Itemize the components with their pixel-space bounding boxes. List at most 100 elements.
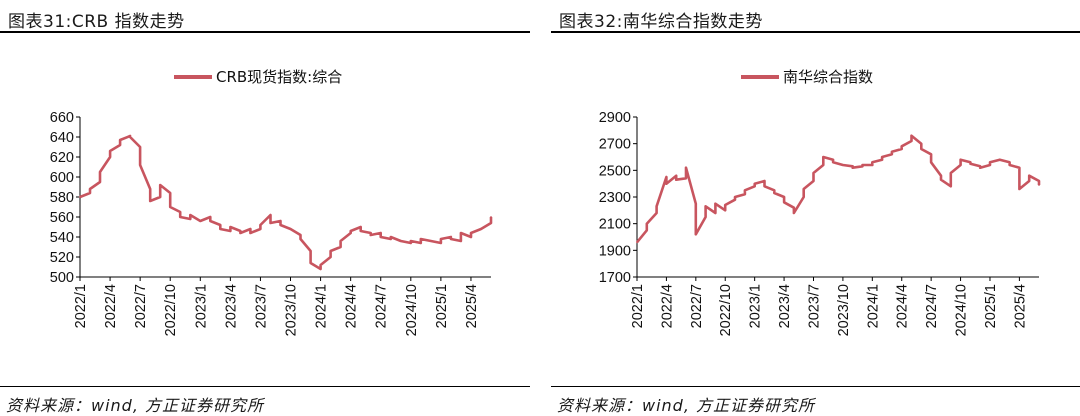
data-point (490, 216, 492, 218)
data-point (189, 214, 192, 216)
data-point (675, 174, 678, 177)
data-point (694, 202, 697, 205)
y-tick-label: 500 (50, 270, 74, 286)
data-point (704, 205, 707, 208)
data-point (793, 212, 795, 214)
data-point (289, 228, 292, 230)
data-point (940, 178, 942, 181)
data-point (319, 268, 322, 270)
data-point (949, 172, 952, 174)
data-point (339, 246, 342, 248)
data-point (209, 220, 212, 222)
data-point (900, 148, 903, 150)
x-tick-label: 2023/4 (223, 284, 239, 328)
data-point (734, 198, 736, 201)
x-tick-label: 2024/1 (314, 284, 330, 328)
data-point (319, 264, 322, 266)
data-point (149, 188, 152, 190)
nanhua-line-chart: 南华综合指数 1700 1900 2100 2300 2500 2700 2900 2022/1… (599, 68, 1041, 336)
x-tick-label: 2023/10 (284, 284, 300, 336)
data-point (199, 220, 202, 222)
data-point (430, 240, 432, 242)
y-tick-label: 600 (50, 170, 74, 186)
title-rule (551, 31, 1080, 33)
x-tick-label: 2023/7 (253, 284, 269, 328)
data-point (949, 185, 952, 188)
data-point (832, 161, 834, 164)
data-point (930, 153, 932, 156)
data-point (329, 250, 332, 252)
data-point (269, 214, 272, 216)
source-rule (551, 386, 1080, 387)
y-tick-label: 520 (50, 250, 74, 266)
data-point (1008, 161, 1011, 164)
x-tick-label: 2023/1 (748, 284, 764, 328)
y-tick-label: 2700 (599, 137, 631, 153)
data-point (793, 206, 795, 209)
y-tick-label: 2500 (599, 163, 631, 179)
data-point (773, 189, 776, 192)
data-point (1038, 180, 1040, 182)
data-point (349, 230, 352, 232)
data-point (229, 230, 232, 232)
data-point (636, 241, 638, 244)
data-point (179, 211, 182, 213)
data-point (969, 162, 972, 165)
y-tick-label: 1700 (599, 270, 631, 286)
data-point (773, 192, 776, 194)
data-point (753, 185, 756, 188)
data-point (851, 166, 854, 169)
data-point (219, 228, 222, 230)
data-point (239, 232, 242, 234)
data-point (109, 150, 111, 152)
y-tick-label: 1900 (599, 243, 631, 259)
data-point (881, 158, 883, 161)
data-point (419, 242, 422, 244)
data-point (379, 232, 382, 234)
data-point (359, 226, 362, 228)
source-note: 资料来源：wind, 方正证券研究所 (6, 396, 265, 415)
data-point (861, 164, 864, 166)
data-point (359, 230, 362, 232)
data-point (99, 181, 101, 183)
data-point (299, 234, 302, 236)
data-point (169, 192, 172, 194)
series-line (635, 134, 1041, 244)
data-point (159, 196, 162, 198)
data-point (989, 164, 991, 166)
series-line (79, 134, 493, 271)
legend: CRB现货指数:综合 (174, 68, 342, 86)
data-point (685, 177, 687, 180)
data-point (269, 222, 272, 224)
data-point (239, 230, 242, 232)
data-point (309, 250, 312, 252)
data-point (1028, 174, 1031, 177)
data-point (665, 182, 668, 185)
data-point (279, 224, 282, 226)
data-point (249, 232, 252, 234)
legend-label: 南华综合指数 (783, 68, 873, 86)
data-point (724, 209, 727, 212)
data-point (389, 236, 392, 238)
data-point (675, 178, 678, 181)
x-tick-label: 2022/4 (659, 284, 675, 328)
x-tick-label: 2024/1 (865, 284, 881, 328)
data-point (169, 206, 172, 208)
x-tick-label: 2023/1 (193, 284, 209, 328)
x-tick-label: 2023/10 (836, 284, 852, 336)
data-point (309, 262, 312, 264)
data-point (959, 164, 962, 166)
x-tick-label: 2022/4 (103, 284, 119, 328)
data-point (783, 201, 785, 204)
data-point (655, 205, 658, 208)
source-rule (0, 386, 530, 387)
data-point (891, 153, 893, 156)
data-point (339, 240, 342, 242)
data-point (891, 150, 893, 153)
data-point (129, 136, 132, 138)
data-point (229, 226, 232, 228)
x-tick-label: 2025/4 (464, 284, 480, 328)
x-tick-label: 2022/7 (133, 284, 149, 328)
data-point (724, 204, 727, 206)
data-point (89, 188, 91, 190)
